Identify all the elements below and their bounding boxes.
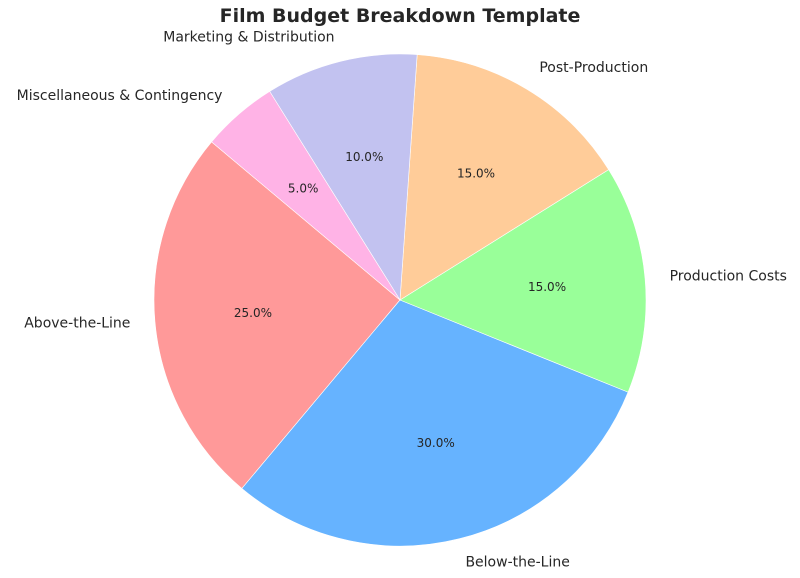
pie-slice-miscellaneous-contingency [211,90,401,301]
pie-slice-post-production [399,54,610,301]
category-label-above-the-line: Above-the-Line [24,316,130,332]
pct-label-above-the-line: 25.0% [234,306,272,320]
pct-label-below-the-line: 30.0% [417,436,455,450]
category-label-production-costs: Production Costs [670,268,787,284]
pie-slice-above-the-line [153,141,401,489]
pct-label-miscellaneous-contingency: 5.0% [288,182,319,196]
pie-slice-production-costs [399,169,647,393]
pie-slice-marketing-distribution [269,53,418,301]
category-label-below-the-line: Below-the-Line [465,555,569,571]
pct-label-post-production: 15.0% [457,166,495,180]
pct-label-production-costs: 15.0% [528,280,566,294]
category-label-miscellaneous-contingency: Miscellaneous & Contingency [17,88,223,104]
pie-slice-below-the-line [241,299,629,547]
category-label-marketing-distribution: Marketing & Distribution [163,29,334,45]
category-label-post-production: Post-Production [539,60,648,76]
chart-title: Film Budget Breakdown Template [219,5,581,27]
pct-label-marketing-distribution: 10.0% [345,150,383,164]
